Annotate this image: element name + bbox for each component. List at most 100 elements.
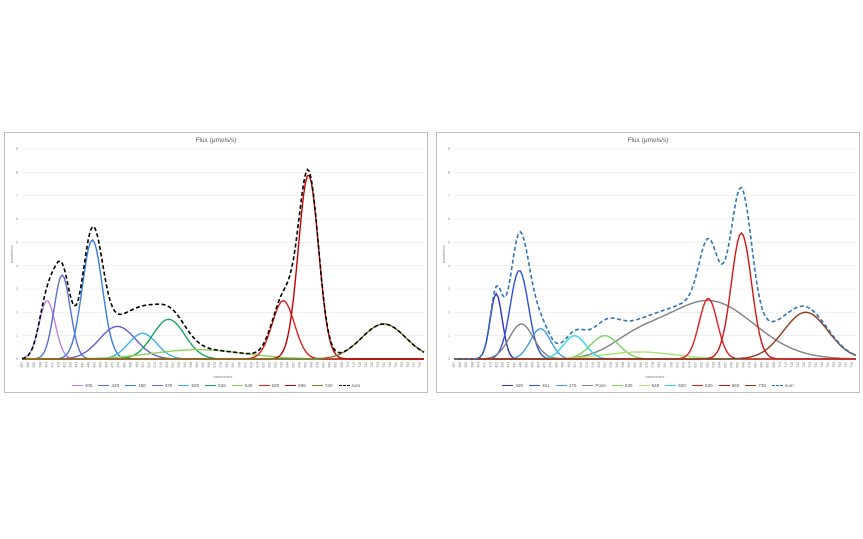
legend-label: 475 xyxy=(164,383,173,388)
x-tick-label: 548 xyxy=(621,362,625,368)
legend-label: 420 xyxy=(111,383,120,388)
x-tick-label: 626 xyxy=(267,362,271,368)
x-tick-label: 524 xyxy=(165,362,169,368)
legend-item: 630 xyxy=(691,383,713,388)
x-tick-label: 698 xyxy=(772,362,776,368)
x-tick-label: 386 xyxy=(458,362,462,368)
x-tick-label: 734 xyxy=(376,362,380,368)
legend-label: 420 xyxy=(515,383,524,388)
x-tick-label: 488 xyxy=(129,362,133,368)
legend-item: 526 xyxy=(611,383,633,388)
x-tick-label: 704 xyxy=(346,362,350,368)
legend-item: 475 xyxy=(151,383,173,388)
x-tick-label: 500 xyxy=(573,362,577,368)
x-tick-label: 494 xyxy=(135,362,139,368)
x-tick-label: 728 xyxy=(802,362,806,368)
x-tick-label: 404 xyxy=(44,362,48,368)
legend-label: Pose xyxy=(595,383,606,388)
legend-item: Pose xyxy=(582,383,606,388)
legend-item: 630 xyxy=(258,383,280,388)
legend-item: 500 xyxy=(178,383,199,388)
legend-swatch xyxy=(205,385,217,386)
y-tick-label: 6 xyxy=(16,217,18,221)
x-tick-label: 608 xyxy=(249,362,253,368)
x-tick-label: 590 xyxy=(663,362,667,368)
x-tick-label: 638 xyxy=(279,362,283,368)
x-tick-label: 512 xyxy=(585,362,589,368)
x-tick-label: 428 xyxy=(500,362,504,368)
legend-item: sum xyxy=(338,383,360,388)
legend-item: 420 xyxy=(502,383,523,388)
y-tick-label: 3 xyxy=(448,287,450,291)
x-tick-label: 380 xyxy=(452,362,456,368)
legend-label: 630 xyxy=(271,383,280,388)
x-tick-label: 542 xyxy=(183,362,187,368)
legend-item: 526 xyxy=(205,383,226,388)
legend-swatch xyxy=(311,385,323,386)
series-line-sum xyxy=(21,168,425,360)
x-tick-label: 572 xyxy=(213,362,217,368)
chart-title: Flux (µmols/s) xyxy=(627,137,669,144)
legend-swatch xyxy=(98,385,110,386)
chart-plot: 0 1 2 3 4 5 6 7 8 9 380 386 392 398 404 410 416 422 428 434… xyxy=(10,147,425,379)
x-tick-label: 752 xyxy=(394,362,398,368)
legend-swatch xyxy=(665,385,677,386)
legend-label: 630 xyxy=(704,383,713,388)
x-tick-label: 746 xyxy=(388,362,392,368)
x-tick-label: 674 xyxy=(316,362,320,368)
x-tick-label: 392 xyxy=(464,362,468,368)
y-tick-label: 0 xyxy=(16,357,18,361)
x-tick-label: 698 xyxy=(340,362,344,368)
x-tick-label: 530 xyxy=(171,362,175,368)
x-tick-label: 602 xyxy=(243,362,247,368)
y-tick-label: 8 xyxy=(448,171,450,175)
x-tick-label: 722 xyxy=(796,362,800,368)
x-tick-label: 386 xyxy=(26,362,30,368)
series-line-735 xyxy=(454,311,857,360)
x-axis-title: nanometers xyxy=(646,375,665,379)
x-tick-label: 662 xyxy=(304,362,308,368)
x-tick-label: 506 xyxy=(579,362,583,368)
x-tick-label: 434 xyxy=(74,362,78,368)
y-tick-label: 3 xyxy=(16,287,18,291)
legend-item: 500 xyxy=(665,383,686,388)
x-tick-label: 446 xyxy=(519,362,523,368)
legend-label: 500 xyxy=(678,383,686,388)
x-tick-label: 506 xyxy=(147,362,151,368)
x-tick-label: 758 xyxy=(400,362,404,368)
x-tick-label: 584 xyxy=(225,362,229,368)
y-tick-label: 4 xyxy=(448,264,450,268)
legend-swatch xyxy=(125,385,137,386)
x-tick-label: 596 xyxy=(237,362,241,368)
x-tick-label: 644 xyxy=(286,362,290,368)
x-tick-label: 614 xyxy=(255,362,259,368)
x-tick-label: 632 xyxy=(273,362,277,368)
x-tick-label: 596 xyxy=(669,362,673,368)
legend-item: sum xyxy=(771,383,794,388)
x-tick-label: 680 xyxy=(754,362,758,368)
legend-label: 665 xyxy=(731,383,740,388)
legend-swatch xyxy=(338,385,350,386)
chart-title: Flux (µmols/s) xyxy=(195,137,237,144)
series-line-Pose xyxy=(454,299,856,360)
y-tick-label: 9 xyxy=(448,147,450,151)
legend-label: 405 xyxy=(84,383,93,388)
x-tick-label: 668 xyxy=(310,362,314,368)
x-axis-title: nanometers xyxy=(214,375,233,379)
x-tick-label: 704 xyxy=(778,362,782,368)
legend-item: 475 xyxy=(555,383,576,388)
x-tick-label: 524 xyxy=(597,362,601,368)
x-tick-label: 662 xyxy=(736,362,740,368)
x-tick-label: 608 xyxy=(681,362,685,368)
legend-item: 548 xyxy=(231,383,253,388)
x-tick-label: 626 xyxy=(699,362,703,368)
x-tick-label: 578 xyxy=(651,362,655,368)
x-tick-label: 458 xyxy=(99,362,103,368)
legend-item: 548 xyxy=(638,383,659,388)
x-tick-label: 638 xyxy=(711,362,715,368)
legend-swatch xyxy=(611,385,623,386)
x-tick-label: 404 xyxy=(476,362,480,368)
legend-swatch xyxy=(745,385,757,386)
x-tick-label: 584 xyxy=(657,362,661,368)
x-tick-label: 632 xyxy=(705,362,709,368)
